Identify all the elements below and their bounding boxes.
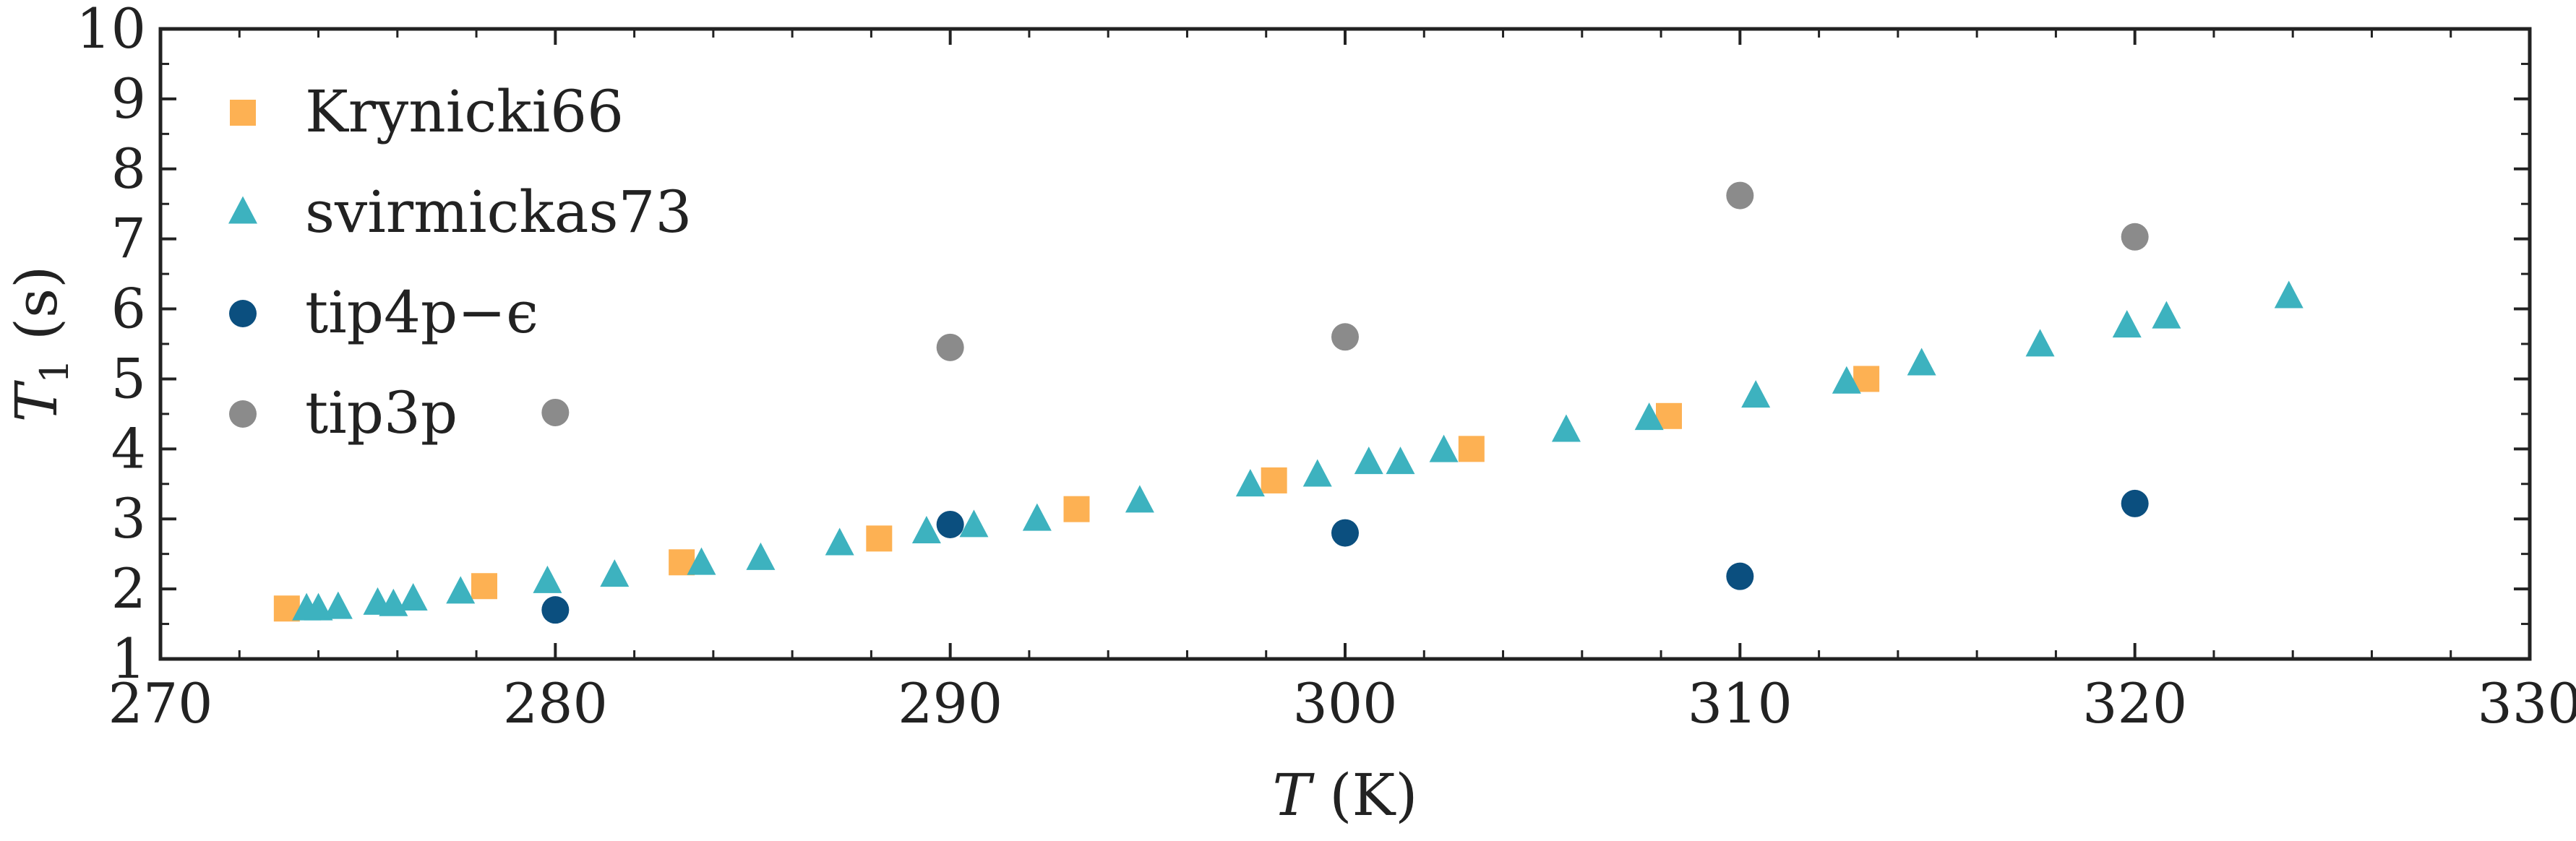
legend-label-svirmickas73: svirmickas73 xyxy=(305,178,692,246)
svirmickas73-point-2 xyxy=(304,592,333,621)
svirmickas73-point-9 xyxy=(600,559,630,587)
krynicki66-point-6 xyxy=(1261,467,1287,493)
tip4p-point-3 xyxy=(1331,519,1359,547)
svirmickas73-point-23 xyxy=(1634,402,1664,431)
svirmickas73-point-18 xyxy=(1302,459,1332,487)
legend-label-tip4p: tip4p−ϵ xyxy=(305,279,538,346)
y-tick-label: 5 xyxy=(111,346,146,410)
svirmickas73-point-10 xyxy=(687,547,716,575)
svirmickas73-point-6 xyxy=(398,583,428,611)
y-tick-label: 9 xyxy=(111,66,146,131)
x-tick-label: 300 xyxy=(1292,671,1397,736)
legend-marker-tip4p xyxy=(229,300,257,327)
svirmickas73-point-24 xyxy=(1741,380,1771,408)
y-tick-label: 1 xyxy=(111,626,146,691)
svirmickas73-point-17 xyxy=(1235,469,1265,497)
legend-label-krynicki66: Krynicki66 xyxy=(305,78,624,145)
svirmickas73-point-29 xyxy=(2152,301,2181,329)
y-tick-label: 8 xyxy=(111,137,146,201)
tip4p-point-5 xyxy=(2121,489,2149,517)
y-tick-label: 6 xyxy=(111,277,146,341)
tip3p-point-3 xyxy=(1331,323,1359,351)
svirmickas73-point-19 xyxy=(1354,447,1383,475)
tip3p-point-5 xyxy=(2121,223,2149,251)
svirmickas73-point-25 xyxy=(1832,366,1861,394)
legend-marker-tip3p xyxy=(229,400,257,428)
svirmickas73-point-14 xyxy=(959,509,989,538)
tip4p-point-2 xyxy=(936,510,964,538)
svirmickas73-point-26 xyxy=(1907,348,1936,376)
svirmickas73-point-13 xyxy=(911,516,941,544)
y-tick-label: 10 xyxy=(76,0,146,61)
svirmickas73-point-12 xyxy=(825,527,854,556)
x-tick-label: 290 xyxy=(898,671,1003,736)
tip4p-point-1 xyxy=(541,596,570,624)
tip3p-point-4 xyxy=(1726,181,1754,210)
svirmickas73-point-30 xyxy=(2274,280,2304,309)
svirmickas73-point-11 xyxy=(746,542,776,570)
x-tick-label: 330 xyxy=(2477,671,2576,736)
legend-marker-krynicki66 xyxy=(230,100,256,126)
y-axis-label: T1 (s) xyxy=(3,266,77,423)
y-tick-label: 3 xyxy=(111,486,146,551)
tip3p-point-1 xyxy=(541,398,570,426)
data-points-layer xyxy=(273,181,2304,624)
svirmickas73-point-16 xyxy=(1125,485,1154,513)
x-tick-label: 310 xyxy=(1688,671,1793,736)
krynicki66-point-4 xyxy=(866,525,893,552)
legend-marker-svirmickas73 xyxy=(228,196,257,224)
krynicki66-point-2 xyxy=(471,573,497,600)
y-tick-label: 2 xyxy=(111,556,146,621)
svirmickas73-point-20 xyxy=(1386,447,1415,475)
krynicki66-point-5 xyxy=(1063,496,1090,522)
legend: Krynicki66 svirmickas73 tip4p−ϵ tip3p xyxy=(228,78,692,447)
svirmickas73-point-8 xyxy=(533,565,562,593)
svirmickas73-point-27 xyxy=(2025,329,2055,357)
svirmickas73-point-3 xyxy=(323,591,353,619)
legend-label-tip3p: tip3p xyxy=(305,379,458,447)
x-axis-label: T (K) xyxy=(1273,762,1418,829)
tip3p-point-2 xyxy=(936,333,964,361)
x-tick-label: 270 xyxy=(108,671,212,736)
x-tick-label: 320 xyxy=(2082,671,2187,736)
y-tick-label: 4 xyxy=(111,416,146,480)
svirmickas73-point-7 xyxy=(446,576,476,604)
y-tick-label: 7 xyxy=(111,207,146,271)
krynicki66-point-7 xyxy=(1458,436,1485,462)
tip4p-point-4 xyxy=(1726,562,1754,590)
x-tick-label: 280 xyxy=(503,671,608,736)
svirmickas73-point-15 xyxy=(1022,503,1052,531)
svirmickas73-point-22 xyxy=(1551,414,1581,442)
svirmickas73-point-21 xyxy=(1429,434,1459,462)
svirmickas73-point-28 xyxy=(2112,310,2142,338)
